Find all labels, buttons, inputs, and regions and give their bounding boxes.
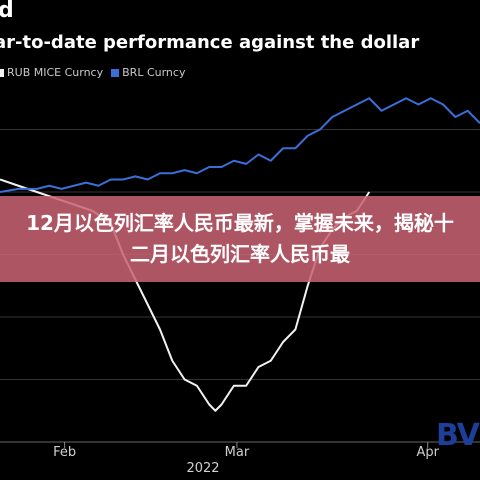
legend-swatch-rub (0, 68, 4, 77)
x-tick-label: Feb (53, 445, 76, 460)
legend-item-rub: RUB MICE Curncy (0, 66, 103, 79)
legend-label-brl: BRL Curncy (122, 66, 186, 79)
chart-title-fragment: d (0, 0, 14, 23)
x-tick-label: Apr (416, 445, 439, 460)
headline-banner[interactable]: 12月以色列汇率人民币最新，掌握未来，揭秘十二月以色列汇率人民币最 (0, 196, 480, 282)
x-axis-label: 2022 (186, 461, 219, 476)
x-axis-ticks: Feb Mar Apr (53, 442, 440, 460)
x-tick-label: Mar (225, 445, 250, 460)
legend-label-rub: RUB MICE Curncy (7, 66, 104, 79)
headline-text[interactable]: 12月以色列汇率人民币最新，掌握未来，揭秘十二月以色列汇率人民币最 (26, 211, 454, 266)
watermark-logo: BV (436, 418, 480, 453)
legend-swatch-brl (111, 68, 120, 77)
chart-subtitle: ar-to-date performance against the dolla… (0, 32, 420, 53)
series-line-brl (0, 97, 480, 193)
chart-legend: RUB MICE Curncy BRL Curncy (0, 66, 185, 79)
legend-item-brl: BRL Curncy (111, 66, 185, 79)
